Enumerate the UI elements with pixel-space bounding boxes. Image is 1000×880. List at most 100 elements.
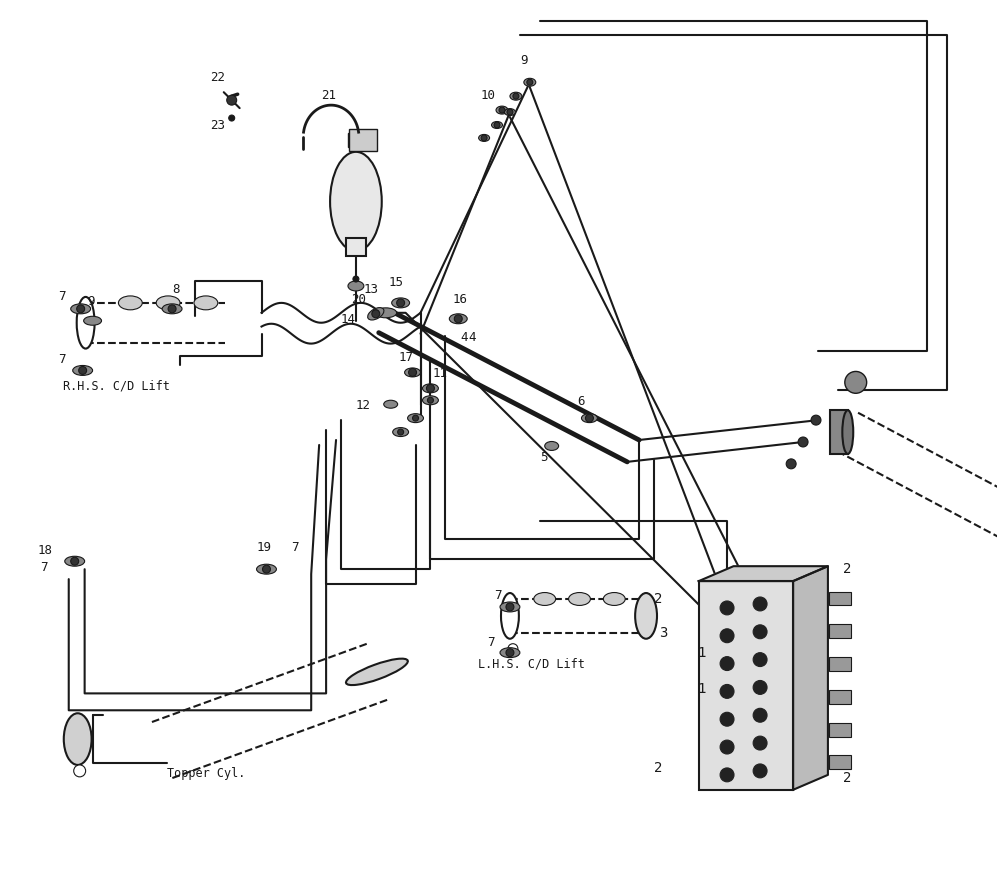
Text: 6: 6 xyxy=(578,395,585,408)
Circle shape xyxy=(513,93,519,99)
Ellipse shape xyxy=(500,648,520,657)
Circle shape xyxy=(481,135,487,141)
Ellipse shape xyxy=(492,121,502,128)
Circle shape xyxy=(753,680,767,694)
Polygon shape xyxy=(699,566,828,581)
Circle shape xyxy=(426,385,434,392)
Text: 18: 18 xyxy=(38,544,53,557)
Bar xyxy=(829,690,851,704)
Circle shape xyxy=(168,304,176,312)
Ellipse shape xyxy=(346,658,408,686)
Text: 1: 1 xyxy=(697,647,706,660)
Bar xyxy=(699,581,793,789)
Text: 4: 4 xyxy=(468,331,476,343)
Ellipse shape xyxy=(77,297,95,348)
Bar xyxy=(830,410,848,454)
Circle shape xyxy=(74,765,86,777)
Ellipse shape xyxy=(500,602,520,612)
Text: 13: 13 xyxy=(364,282,379,296)
Text: 16: 16 xyxy=(452,293,467,306)
Circle shape xyxy=(720,740,734,754)
Ellipse shape xyxy=(375,308,397,318)
Text: 23: 23 xyxy=(210,119,225,132)
Text: 21: 21 xyxy=(321,89,336,102)
Text: 2: 2 xyxy=(654,761,662,775)
Ellipse shape xyxy=(479,135,490,142)
Ellipse shape xyxy=(162,304,182,314)
Circle shape xyxy=(753,597,767,611)
Circle shape xyxy=(720,601,734,615)
Circle shape xyxy=(753,764,767,778)
Circle shape xyxy=(398,429,404,435)
Text: 8: 8 xyxy=(172,282,180,296)
Text: 17: 17 xyxy=(399,351,414,364)
Text: 9: 9 xyxy=(520,55,527,68)
Circle shape xyxy=(397,299,405,307)
Text: 7: 7 xyxy=(40,561,47,574)
Text: 7: 7 xyxy=(487,635,495,649)
Text: 22: 22 xyxy=(210,71,225,84)
Bar xyxy=(349,129,377,150)
Circle shape xyxy=(506,649,514,656)
Ellipse shape xyxy=(635,593,657,639)
Text: 4: 4 xyxy=(460,331,468,343)
Ellipse shape xyxy=(422,396,438,405)
Text: 10: 10 xyxy=(480,89,495,102)
Text: R.H.S. C/D Lift: R.H.S. C/D Lift xyxy=(63,379,170,392)
Text: 7: 7 xyxy=(291,541,299,554)
Circle shape xyxy=(71,557,79,565)
Circle shape xyxy=(409,369,417,377)
Ellipse shape xyxy=(330,152,382,251)
Circle shape xyxy=(753,708,767,722)
Ellipse shape xyxy=(524,78,536,86)
Ellipse shape xyxy=(534,592,556,605)
Circle shape xyxy=(720,712,734,726)
Circle shape xyxy=(798,437,808,447)
Ellipse shape xyxy=(422,384,438,392)
Circle shape xyxy=(413,415,419,422)
Circle shape xyxy=(720,629,734,642)
Ellipse shape xyxy=(581,414,597,422)
Ellipse shape xyxy=(73,365,93,376)
Circle shape xyxy=(527,79,533,85)
Text: 7: 7 xyxy=(58,354,65,366)
Text: 2: 2 xyxy=(654,592,662,606)
Circle shape xyxy=(427,397,433,403)
Bar xyxy=(829,657,851,671)
Circle shape xyxy=(79,366,87,374)
Ellipse shape xyxy=(405,368,421,377)
Ellipse shape xyxy=(408,414,423,422)
Circle shape xyxy=(845,371,867,393)
Bar xyxy=(348,133,364,147)
Ellipse shape xyxy=(384,400,398,408)
Ellipse shape xyxy=(545,442,559,451)
Ellipse shape xyxy=(393,428,409,436)
Ellipse shape xyxy=(257,564,276,574)
Circle shape xyxy=(454,315,462,323)
Circle shape xyxy=(508,643,518,654)
Circle shape xyxy=(373,310,379,316)
Circle shape xyxy=(507,109,513,115)
Bar xyxy=(829,722,851,737)
Text: 19: 19 xyxy=(257,541,272,554)
Ellipse shape xyxy=(84,316,102,326)
Text: 7: 7 xyxy=(58,290,65,303)
Circle shape xyxy=(753,736,767,750)
Ellipse shape xyxy=(496,106,508,114)
Circle shape xyxy=(353,276,359,282)
Circle shape xyxy=(753,625,767,639)
Circle shape xyxy=(786,458,796,469)
Text: 14: 14 xyxy=(341,312,356,326)
Circle shape xyxy=(811,415,821,425)
Circle shape xyxy=(227,95,237,105)
Circle shape xyxy=(499,107,505,113)
Ellipse shape xyxy=(392,298,410,308)
Text: 2: 2 xyxy=(843,562,851,576)
Ellipse shape xyxy=(194,296,218,310)
Circle shape xyxy=(720,656,734,671)
Text: 5: 5 xyxy=(540,451,547,464)
Text: 11: 11 xyxy=(432,367,447,380)
Bar xyxy=(829,756,851,769)
Circle shape xyxy=(753,653,767,666)
Circle shape xyxy=(506,603,514,611)
